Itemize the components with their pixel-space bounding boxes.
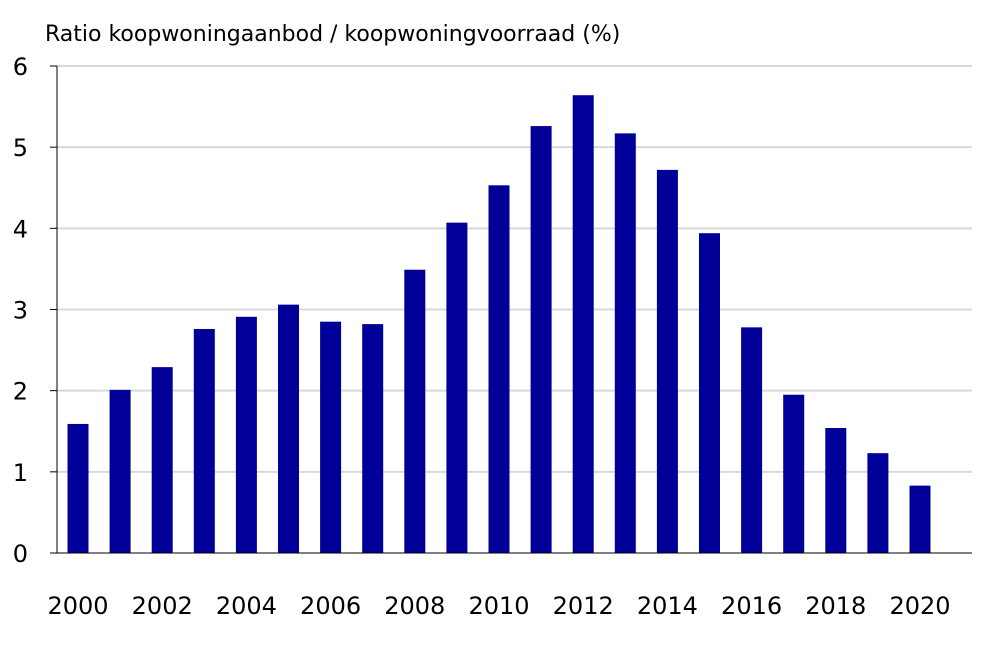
bar-2001 [109,389,131,553]
x-tick-label: 2010 [468,592,529,620]
bar-2008 [404,269,426,553]
bar-2019 [867,453,889,553]
bar-2014 [656,169,678,554]
bar-2000 [67,423,89,553]
x-tick-label: 2020 [889,592,950,620]
y-tick-label: 4 [13,215,28,243]
x-tick-label: 2012 [553,592,614,620]
bar-2007 [362,324,384,553]
x-tick-label: 2002 [132,592,193,620]
x-tick-label: 2014 [637,592,698,620]
x-tick-label: 2006 [300,592,361,620]
bar-2012 [572,95,594,553]
y-tick-label: 5 [13,134,28,162]
y-tick-label: 6 [13,53,28,81]
x-tick-label: 2018 [805,592,866,620]
x-tick-label: 2016 [721,592,782,620]
bar-2002 [151,367,173,553]
chart-title: Ratio koopwoningaanbod / koopwoningvoorr… [45,22,620,47]
bar-2006 [320,321,342,553]
bar-2017 [783,394,805,553]
bar-2005 [278,304,299,553]
bar-2015 [699,233,720,553]
bar-2020 [909,485,931,553]
bar-2011 [530,126,552,554]
x-tick-label: 2004 [216,592,277,620]
bar-2016 [741,327,763,553]
bar-2018 [825,428,847,553]
bar-2010 [488,185,510,553]
y-tick-labels: 0 1 2 3 4 5 6 [13,53,28,568]
y-tick-label: 2 [13,378,28,406]
bar-2013 [614,133,636,553]
y-tick-label: 3 [13,297,28,325]
y-tick-label: 0 [13,540,28,568]
x-tick-label: 2000 [47,592,108,620]
bar-2009 [446,222,468,553]
axes [50,65,972,554]
x-tick-label: 2008 [384,592,445,620]
y-tick-label: 1 [13,459,28,487]
bar-2004 [235,316,257,553]
bars [67,95,931,554]
bar-2003 [193,328,215,553]
x-tick-labels: 2000 2002 2004 2006 2008 2010 2012 2014 2016 2018… [47,592,950,620]
